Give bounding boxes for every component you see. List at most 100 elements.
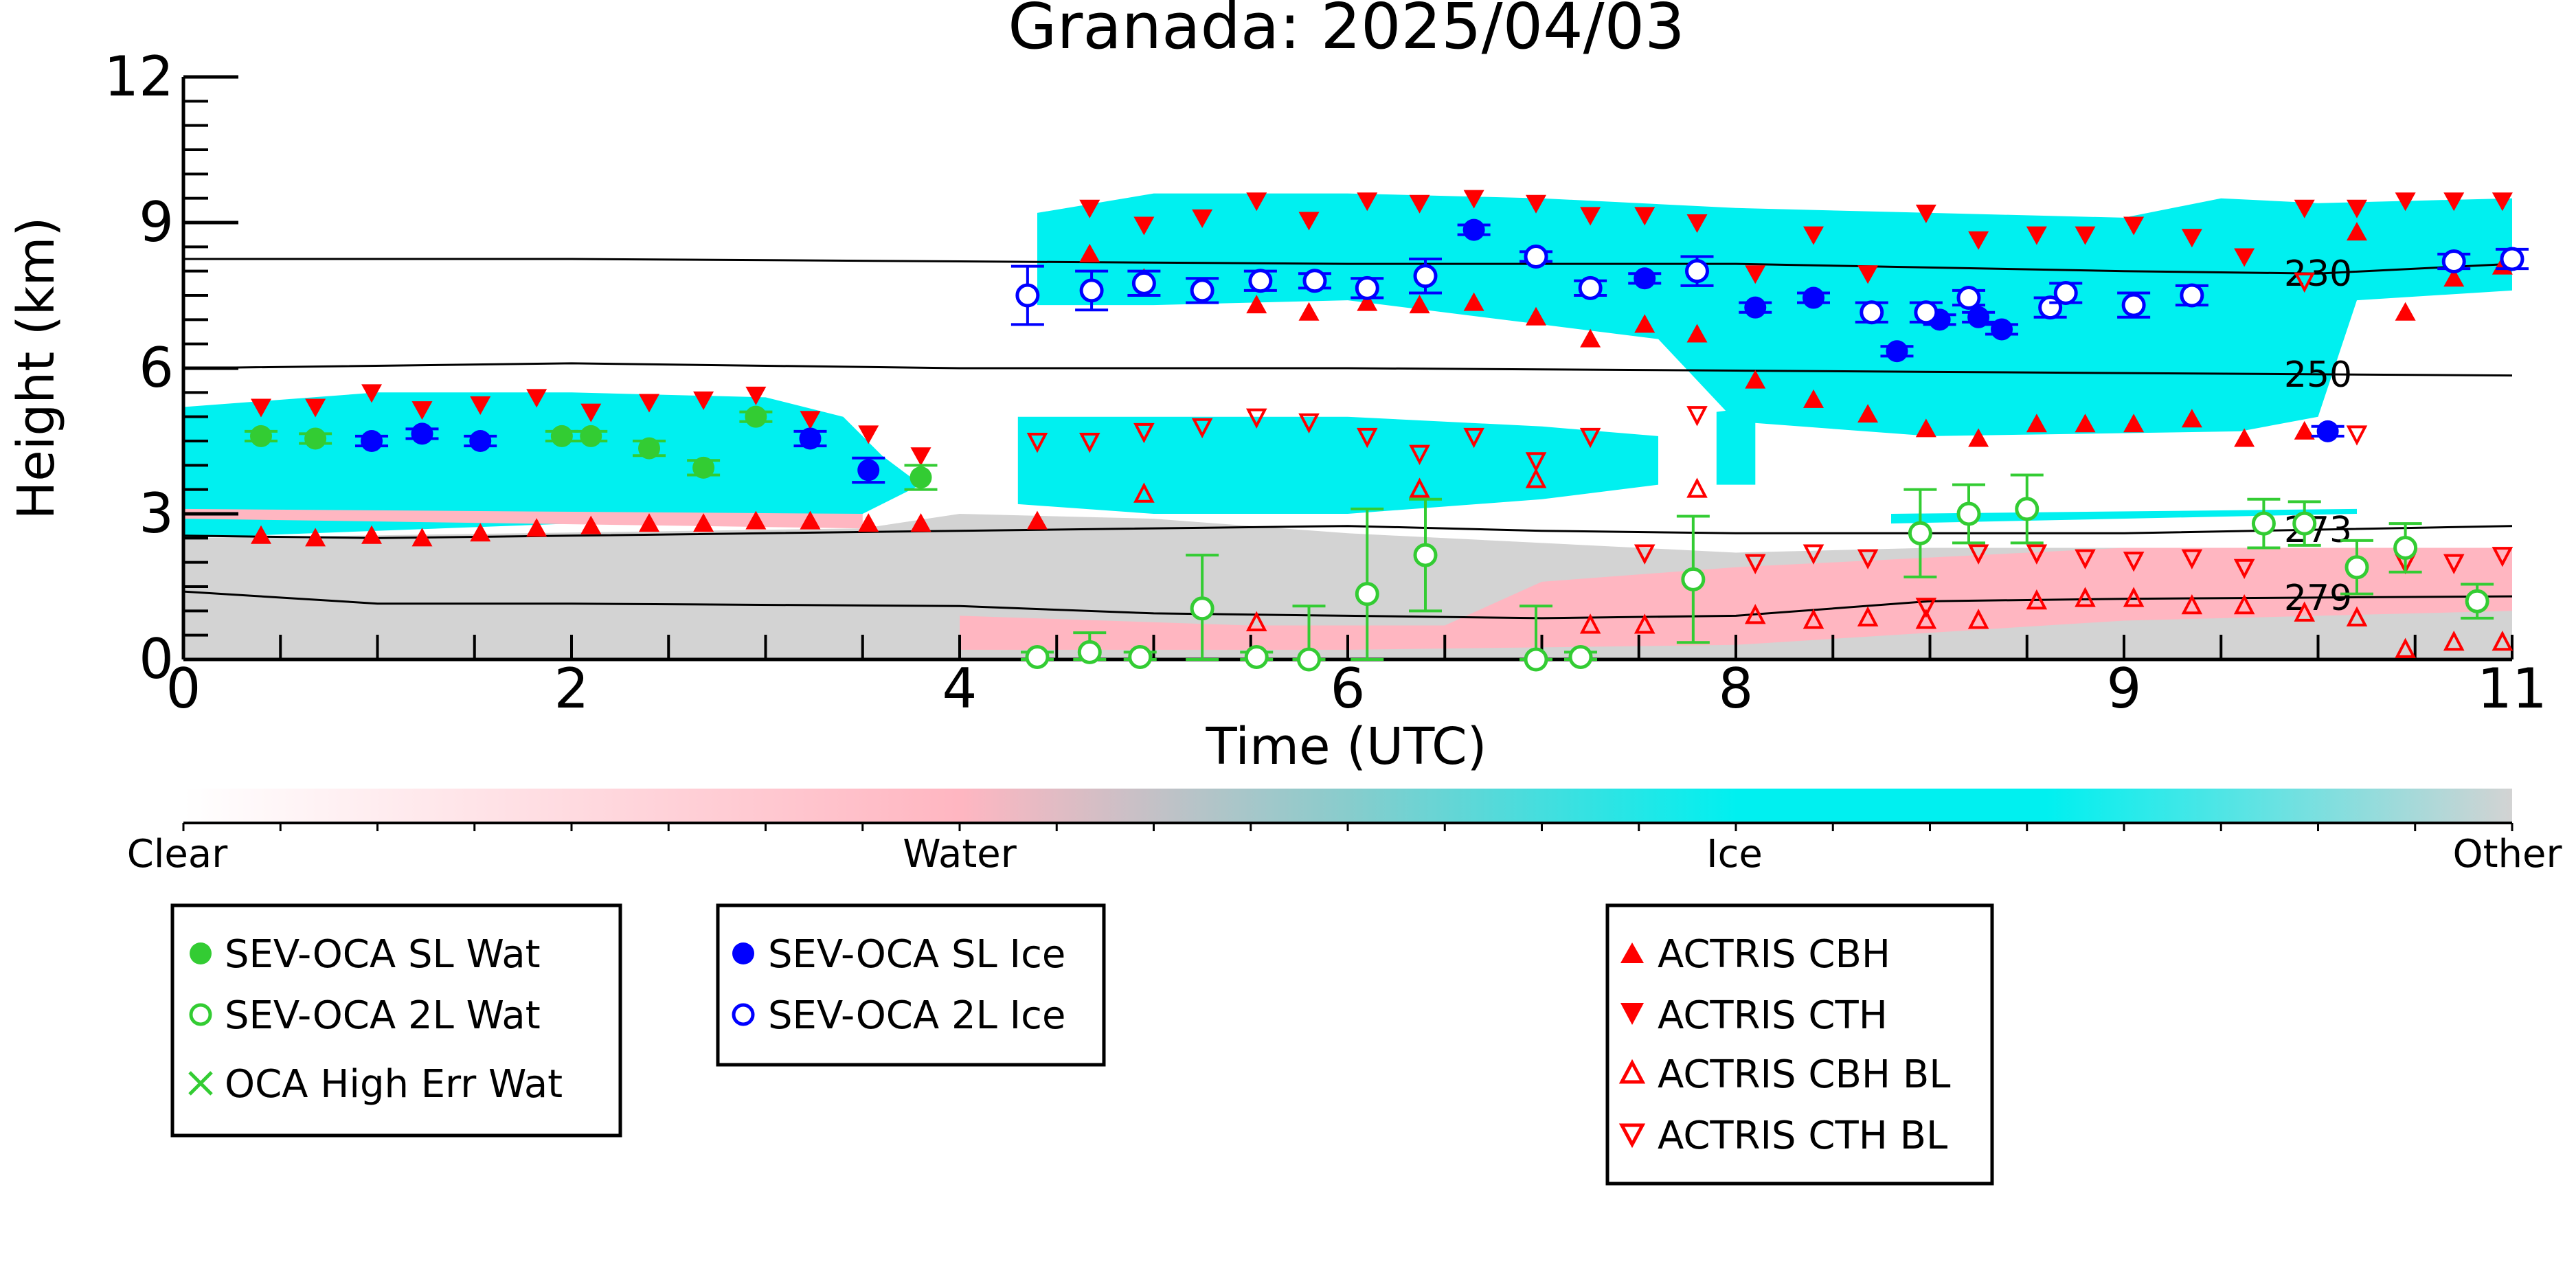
marker bbox=[1079, 199, 1100, 218]
marker bbox=[1580, 328, 1601, 348]
marker bbox=[1133, 482, 1155, 503]
phase-region-ice-5 bbox=[1716, 407, 1756, 485]
marker bbox=[2181, 549, 2203, 569]
x-axis-label: Time (UTC) bbox=[1205, 717, 1487, 776]
marker bbox=[2443, 630, 2465, 651]
legend-ice: SEV-OCA SL Ice SEV-OCA 2L Ice bbox=[716, 903, 1106, 1067]
marker bbox=[2492, 192, 2513, 212]
legend-entry-sl-ice: SEV-OCA SL Ice bbox=[732, 932, 1065, 977]
marker bbox=[2234, 428, 2255, 447]
marker bbox=[1190, 596, 1214, 621]
marker bbox=[2026, 589, 2048, 610]
marker bbox=[1245, 611, 1267, 631]
marker bbox=[800, 411, 821, 430]
marker bbox=[550, 425, 573, 447]
x-tick-label: 8 bbox=[1719, 657, 1754, 721]
marker bbox=[411, 528, 433, 547]
marker bbox=[1968, 428, 1989, 447]
colorbar-label-clear: Clear bbox=[127, 832, 228, 877]
marker bbox=[1578, 275, 1603, 300]
marker bbox=[2443, 554, 2465, 574]
contour-label-250: 250 bbox=[2284, 354, 2352, 396]
marker bbox=[1956, 501, 1981, 526]
marker bbox=[469, 430, 492, 452]
legend-actris: ACTRIS CBH ACTRIS CTH ACTRIS CBH BL ACTR… bbox=[1605, 903, 1994, 1186]
marker bbox=[580, 425, 602, 447]
marker bbox=[1077, 640, 1102, 664]
marker bbox=[1079, 278, 1104, 303]
phase-colorbar: Clear Water Ice Other bbox=[127, 789, 2562, 877]
colorbar-label-water: Water bbox=[903, 832, 1017, 877]
marker bbox=[1803, 286, 1824, 309]
marker bbox=[745, 510, 767, 530]
marker bbox=[1524, 647, 1548, 672]
legend-entry-2l-ice: SEV-OCA 2L Ice bbox=[732, 993, 1065, 1038]
marker bbox=[2395, 637, 2416, 658]
marker bbox=[1462, 218, 1485, 241]
marker bbox=[1803, 609, 1824, 629]
marker bbox=[2346, 425, 2368, 446]
marker bbox=[1246, 192, 1267, 212]
marker bbox=[745, 386, 767, 405]
marker bbox=[2026, 226, 2047, 245]
marker bbox=[1298, 212, 1320, 231]
marker bbox=[1355, 582, 1379, 607]
marker bbox=[1968, 231, 1989, 250]
marker bbox=[1686, 477, 1708, 498]
marker bbox=[693, 513, 714, 532]
legend-label-sl-ice: SEV-OCA SL Ice bbox=[768, 932, 1065, 977]
marker bbox=[1302, 269, 1327, 293]
legend-label-2l-wat: SEV-OCA 2L Wat bbox=[225, 993, 541, 1038]
marker bbox=[1745, 370, 1766, 389]
marker bbox=[251, 525, 271, 544]
marker bbox=[858, 513, 879, 532]
legend-label-cbh: ACTRIS CBH bbox=[1658, 932, 1890, 977]
marker bbox=[1991, 318, 2013, 341]
marker bbox=[2123, 216, 2145, 236]
marker bbox=[799, 427, 822, 450]
marker bbox=[857, 459, 880, 482]
marker bbox=[361, 525, 383, 544]
marker bbox=[2443, 268, 2465, 287]
marker bbox=[858, 425, 879, 444]
marker bbox=[2233, 594, 2255, 615]
contour-line-273 bbox=[183, 525, 2512, 539]
colorbar-ticks bbox=[182, 823, 2513, 831]
marker bbox=[1463, 292, 1484, 311]
marker bbox=[361, 430, 383, 452]
marker bbox=[2181, 409, 2202, 428]
marker bbox=[1745, 265, 1766, 284]
contour-label-279: 279 bbox=[2284, 578, 2352, 619]
marker bbox=[2294, 199, 2315, 218]
marker bbox=[2346, 606, 2368, 626]
marker bbox=[1409, 477, 1430, 498]
marker bbox=[2233, 558, 2255, 580]
marker bbox=[1463, 190, 1484, 209]
legend-label-sl-wat: SEV-OCA SL Wat bbox=[225, 932, 541, 977]
phase-region-ice-2 bbox=[183, 392, 921, 539]
marker bbox=[1248, 269, 1273, 293]
marker bbox=[1685, 259, 1709, 284]
marker bbox=[1744, 604, 1766, 624]
marker bbox=[305, 528, 326, 547]
marker bbox=[1857, 549, 1879, 569]
marker bbox=[1967, 544, 1989, 565]
marker bbox=[411, 422, 433, 445]
marker bbox=[2053, 280, 2078, 305]
legend-entry-cth: ACTRIS CTH bbox=[1620, 993, 1888, 1038]
marker bbox=[251, 398, 271, 418]
marker bbox=[1886, 340, 1908, 363]
phase-region-ice-4 bbox=[1037, 193, 2512, 436]
marker bbox=[580, 515, 602, 534]
chart-title: Granada: 2025/04/03 bbox=[1008, 0, 1684, 63]
marker bbox=[1526, 194, 1547, 214]
marker bbox=[1634, 314, 1656, 333]
legend-entry-cbh: ACTRIS CBH bbox=[1620, 932, 1890, 977]
marker bbox=[1357, 192, 1378, 212]
marker bbox=[1133, 216, 1155, 236]
marker bbox=[2075, 549, 2096, 569]
marker bbox=[1634, 544, 1656, 565]
marker bbox=[2075, 587, 2096, 607]
colorbar-label-other: Other bbox=[2452, 832, 2562, 877]
legend-marker-high-err-wat bbox=[188, 1071, 213, 1096]
